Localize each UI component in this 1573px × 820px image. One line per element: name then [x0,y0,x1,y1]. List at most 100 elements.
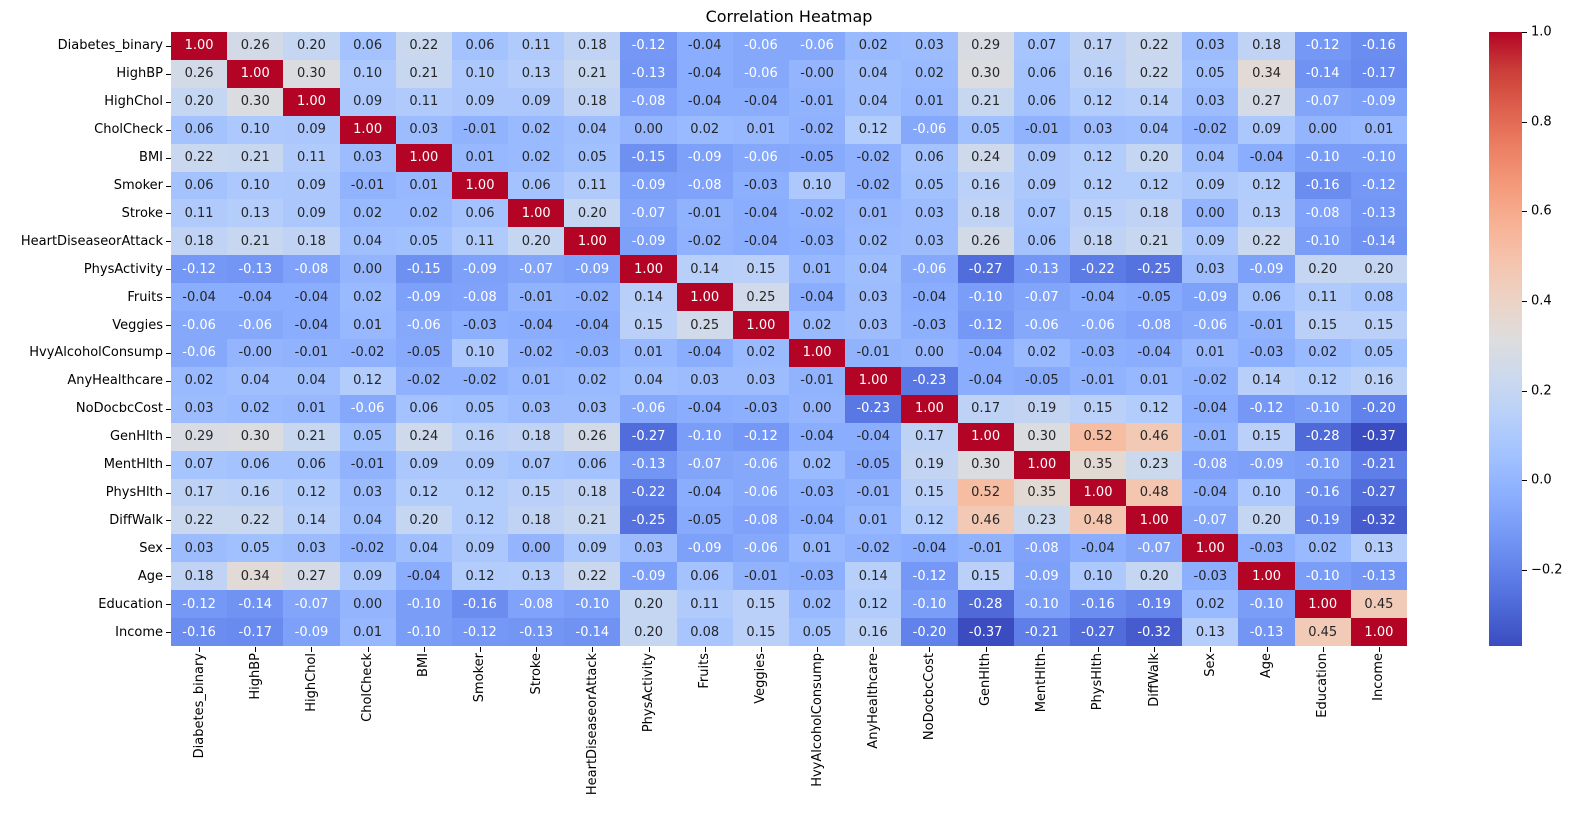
heatmap-cell: 0.00 [508,534,565,563]
heatmap-cell: -0.07 [1126,534,1183,563]
heatmap-cell: 0.20 [1294,255,1351,284]
heatmap-cell: 0.26 [171,59,228,88]
heatmap-cell: 0.05 [564,143,621,172]
heatmap-cell: 0.07 [171,450,228,479]
heatmap-cell: 0.08 [676,618,733,646]
heatmap-cell: 1.00 [845,366,902,395]
x-tick-mark [199,647,201,652]
heatmap-cell: 0.21 [564,506,621,535]
heatmap-cell: 0.01 [1182,338,1239,367]
heatmap-cell: -0.06 [1013,311,1070,339]
colorbar-tick-label: −0.2 [1531,562,1563,578]
colorbar [1489,32,1522,646]
heatmap-cell: -0.04 [1182,478,1239,507]
heatmap-cell: -0.10 [395,618,452,646]
heatmap-cell: -0.06 [171,311,228,339]
heatmap-cell: 0.15 [620,311,677,339]
heatmap-cell: 0.02 [789,450,846,479]
heatmap-cell: -0.04 [395,562,452,591]
heatmap-cell: 0.18 [1126,199,1183,228]
heatmap-cell: 0.20 [620,618,677,646]
heatmap-cell: -0.10 [1294,562,1351,591]
heatmap-cell: 0.10 [451,59,509,88]
heatmap-cell: 0.10 [339,59,396,88]
heatmap-cell: 0.46 [957,506,1014,535]
y-tick-label: Diabetes_binary [57,38,163,54]
x-tick-label: MentHlth [1034,653,1050,713]
heatmap-cell: -0.04 [283,311,340,339]
x-tick-label: Education [1315,653,1331,718]
heatmap-cell: -0.21 [1350,450,1407,479]
heatmap-cell: -0.02 [845,534,902,563]
heatmap-cell: 0.03 [845,311,902,339]
y-tick-label: Veggies [112,317,163,333]
x-tick-mark [592,647,594,652]
heatmap-cell: -0.12 [620,32,677,60]
heatmap-cell: -0.04 [227,283,284,312]
heatmap-cell: 0.20 [395,506,452,535]
heatmap-cell: 0.21 [227,227,284,256]
heatmap-cell: 0.46 [1126,422,1183,451]
heatmap-cell: -0.27 [957,255,1014,284]
heatmap-cell: 0.00 [901,338,958,367]
heatmap-cell: -0.13 [227,255,284,284]
heatmap-cell: -0.03 [901,311,958,339]
heatmap-cell: -0.19 [1126,590,1183,619]
x-tick-mark [367,647,369,652]
y-tick-mark [166,73,171,75]
heatmap-cell: 0.04 [395,534,452,563]
heatmap-cell: -0.04 [789,506,846,535]
heatmap-cell: 0.16 [227,478,284,507]
heatmap-cell: 1.00 [1238,562,1295,591]
heatmap-cell: -0.08 [1182,450,1239,479]
heatmap-cell: -0.10 [395,590,452,619]
heatmap-cell: 0.18 [508,506,565,535]
heatmap-cell: 0.00 [339,590,396,619]
heatmap-cell: 0.27 [1238,87,1295,116]
heatmap-cell: -0.04 [901,283,958,312]
heatmap-cell: -0.04 [676,32,733,60]
heatmap-cell: 0.21 [395,59,452,88]
heatmap-cell: -0.12 [171,590,228,619]
heatmap-cell: -0.16 [171,618,228,646]
heatmap-cell: 0.16 [957,171,1014,200]
heatmap-cell: 0.03 [339,143,396,172]
heatmap-cell: -0.03 [1238,534,1295,563]
heatmap-cell: -0.03 [1069,338,1127,367]
heatmap-cell: 0.10 [789,171,846,200]
colorbar-tick-label: 0.2 [1531,383,1552,399]
x-tick-mark [536,647,538,652]
heatmap-cell: 0.30 [957,450,1014,479]
heatmap-cell: 0.03 [1182,32,1239,60]
heatmap-cell: 0.15 [732,590,789,619]
heatmap-cell: 0.06 [508,171,565,200]
heatmap-cell: -0.32 [1350,506,1407,535]
heatmap-cell: -0.04 [1069,283,1127,312]
heatmap-cell: 0.23 [1126,450,1183,479]
y-tick-label: HighChol [104,94,163,110]
heatmap-cell: -0.06 [620,394,677,423]
heatmap-cell: -0.05 [395,338,452,367]
heatmap-cell: 0.04 [845,87,902,116]
heatmap-cell: 0.09 [283,171,340,200]
heatmap-cell: 1.00 [1350,618,1407,646]
heatmap-cell: 1.00 [676,283,733,312]
heatmap-cell: -0.07 [1294,87,1351,116]
heatmap-cell: 0.05 [395,227,452,256]
heatmap-cell: 0.34 [227,562,284,591]
heatmap-cell: -0.01 [1238,311,1295,339]
y-tick-label: PhysActivity [83,261,163,277]
heatmap-cell: -0.12 [1294,32,1351,60]
heatmap-cell: 0.12 [1069,171,1127,200]
heatmap-cell: 0.03 [283,534,340,563]
heatmap-cell: -0.12 [901,562,958,591]
heatmap-cell: 0.12 [845,590,902,619]
heatmap-cell: 0.30 [1013,422,1070,451]
heatmap-cell: 0.19 [901,450,958,479]
heatmap-cell: 0.15 [957,562,1014,591]
heatmap-cell: -0.04 [171,283,228,312]
heatmap-cell: 0.11 [395,87,452,116]
heatmap-cell: 0.01 [339,311,396,339]
heatmap-cell: 1.00 [395,143,452,172]
heatmap-cell: 0.10 [1238,478,1295,507]
